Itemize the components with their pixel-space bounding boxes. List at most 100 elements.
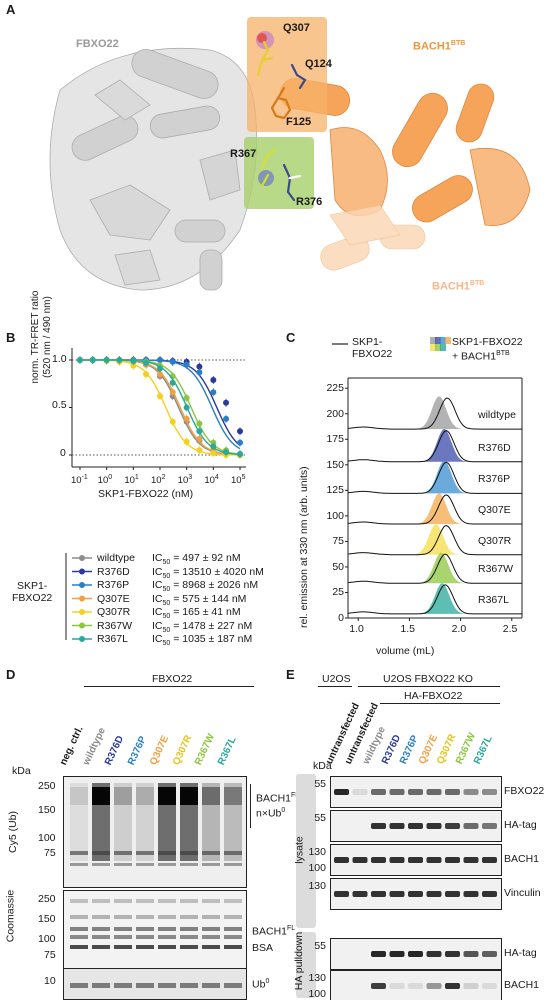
b-x-tick: 100 — [97, 474, 113, 487]
b-legend-ic50: IC50 = 1478 ± 227 nM — [152, 619, 253, 634]
c-legend-fill-swatch — [440, 344, 446, 351]
c-legend-fill-swatch — [440, 337, 446, 344]
cy5-high-band — [136, 787, 154, 805]
c-y-tick: 225 — [326, 382, 344, 395]
panel-label-a: A — [6, 2, 16, 17]
residue-label: R376 — [296, 196, 323, 208]
coomassie-band — [136, 927, 154, 931]
b-y-tick: 0.5 — [52, 399, 67, 411]
coomassie-band — [202, 935, 220, 939]
c-trace-fill-R376P — [348, 460, 522, 494]
coomassie-band — [202, 899, 220, 903]
coomassie-band — [180, 927, 198, 931]
c-y-tick: 100 — [326, 509, 344, 522]
b-legend-ic50: IC50 = 575 ± 144 nM — [152, 592, 247, 607]
protein-structure — [49, 17, 531, 291]
c-trace-line-Q307E — [347, 494, 522, 525]
fbxo22-structure-label: FBXO22 — [76, 38, 119, 50]
b-legend-name: R376D — [97, 565, 130, 578]
mw: 150 — [38, 913, 56, 925]
e-bar — [358, 686, 500, 687]
blot-band — [371, 951, 386, 957]
blot-band — [389, 789, 405, 795]
coomassie-band — [92, 915, 110, 919]
b-point-R376D — [210, 376, 217, 383]
residue-label: Q124 — [305, 58, 332, 70]
coomassie-band — [158, 927, 176, 931]
residue-label: Q307 — [283, 22, 310, 34]
bach1-structure-label-bottom: BACH1BTB — [432, 280, 485, 293]
c-trace-line-R376P — [347, 461, 522, 494]
coomassie-band — [70, 927, 88, 931]
blot-band — [408, 857, 423, 863]
coomassie-band — [180, 915, 198, 919]
c-x-tick: 1.5 — [400, 623, 416, 635]
c-trace-line-R367W — [347, 553, 522, 584]
b-point-Q307E — [196, 435, 203, 442]
b-legend-swatch-dot — [79, 622, 85, 629]
mw: 55 — [314, 812, 326, 824]
b-point-Q307R — [169, 418, 176, 425]
blot-band — [463, 951, 479, 957]
b-point-Q307R — [196, 447, 203, 454]
panel-label-b: B — [6, 330, 16, 345]
bsa-label: BSA — [252, 942, 274, 954]
blot-name: HA-tag — [504, 819, 537, 831]
b-point-R376P — [169, 358, 176, 365]
panel-label-d: D — [6, 667, 16, 682]
cy5-low-band — [158, 863, 176, 866]
e-bar — [318, 686, 352, 687]
c-y-tick: 25 — [332, 586, 344, 599]
blot-band — [445, 891, 460, 897]
c-x-axis-title: volume (mL) — [376, 645, 435, 657]
ub-band — [224, 983, 242, 988]
cy5-smear — [136, 783, 154, 861]
b-point-R367L — [237, 451, 243, 458]
ub-band — [136, 983, 154, 988]
coomassie-band — [158, 935, 176, 939]
cy5-low-band — [92, 863, 110, 866]
cy5-high-band — [70, 787, 88, 805]
cy5-low-band — [202, 863, 220, 866]
cy5-high-band — [92, 787, 110, 805]
b-point-R367L — [223, 449, 230, 456]
blot-name: Vinculin — [504, 887, 541, 899]
cy5-smear — [202, 783, 220, 861]
blot-band — [445, 983, 460, 989]
ub-band — [158, 983, 176, 988]
western-blot — [330, 810, 502, 842]
coomassie-band — [92, 935, 110, 939]
pulldown-label: HA pulldown — [293, 931, 306, 991]
blot-band — [408, 891, 423, 897]
b-x-tick: 104 — [204, 474, 219, 487]
mw: 75 — [44, 949, 56, 961]
blot-band — [463, 891, 479, 897]
mw: 250 — [38, 893, 56, 905]
cy5-high-band — [114, 787, 132, 805]
c-trace-label: Q307R — [478, 534, 512, 547]
c-y-tick: 75 — [332, 535, 344, 548]
b-x-tick: 10-1 — [71, 474, 88, 487]
mw: 250 — [38, 780, 56, 792]
c-y-tick: 150 — [326, 458, 344, 471]
b-point-R367W — [183, 395, 190, 401]
b-x-tick: 105 — [231, 474, 246, 487]
cy5-smear — [70, 783, 88, 861]
blot-band — [371, 891, 386, 897]
c-trace-label: R376D — [478, 441, 511, 454]
blot-band — [482, 857, 497, 863]
bach1-fl-label: BACH1FL — [252, 925, 296, 938]
cy5-high-band — [180, 787, 198, 805]
coomassie-band — [224, 915, 242, 919]
c-trace-label: R367L — [478, 593, 509, 606]
b-point-R376D — [237, 428, 243, 435]
c-trace-fill-R367L — [348, 583, 522, 614]
blot-band — [389, 983, 405, 989]
b-point-R376P — [210, 389, 217, 396]
bach1-ub-label: BACH1FL- n×Ub0 — [256, 792, 303, 819]
coomassie-band — [92, 927, 110, 931]
c-trace-fill-Q307E — [348, 493, 522, 525]
blot-band — [408, 951, 423, 957]
blot-band — [445, 823, 460, 829]
